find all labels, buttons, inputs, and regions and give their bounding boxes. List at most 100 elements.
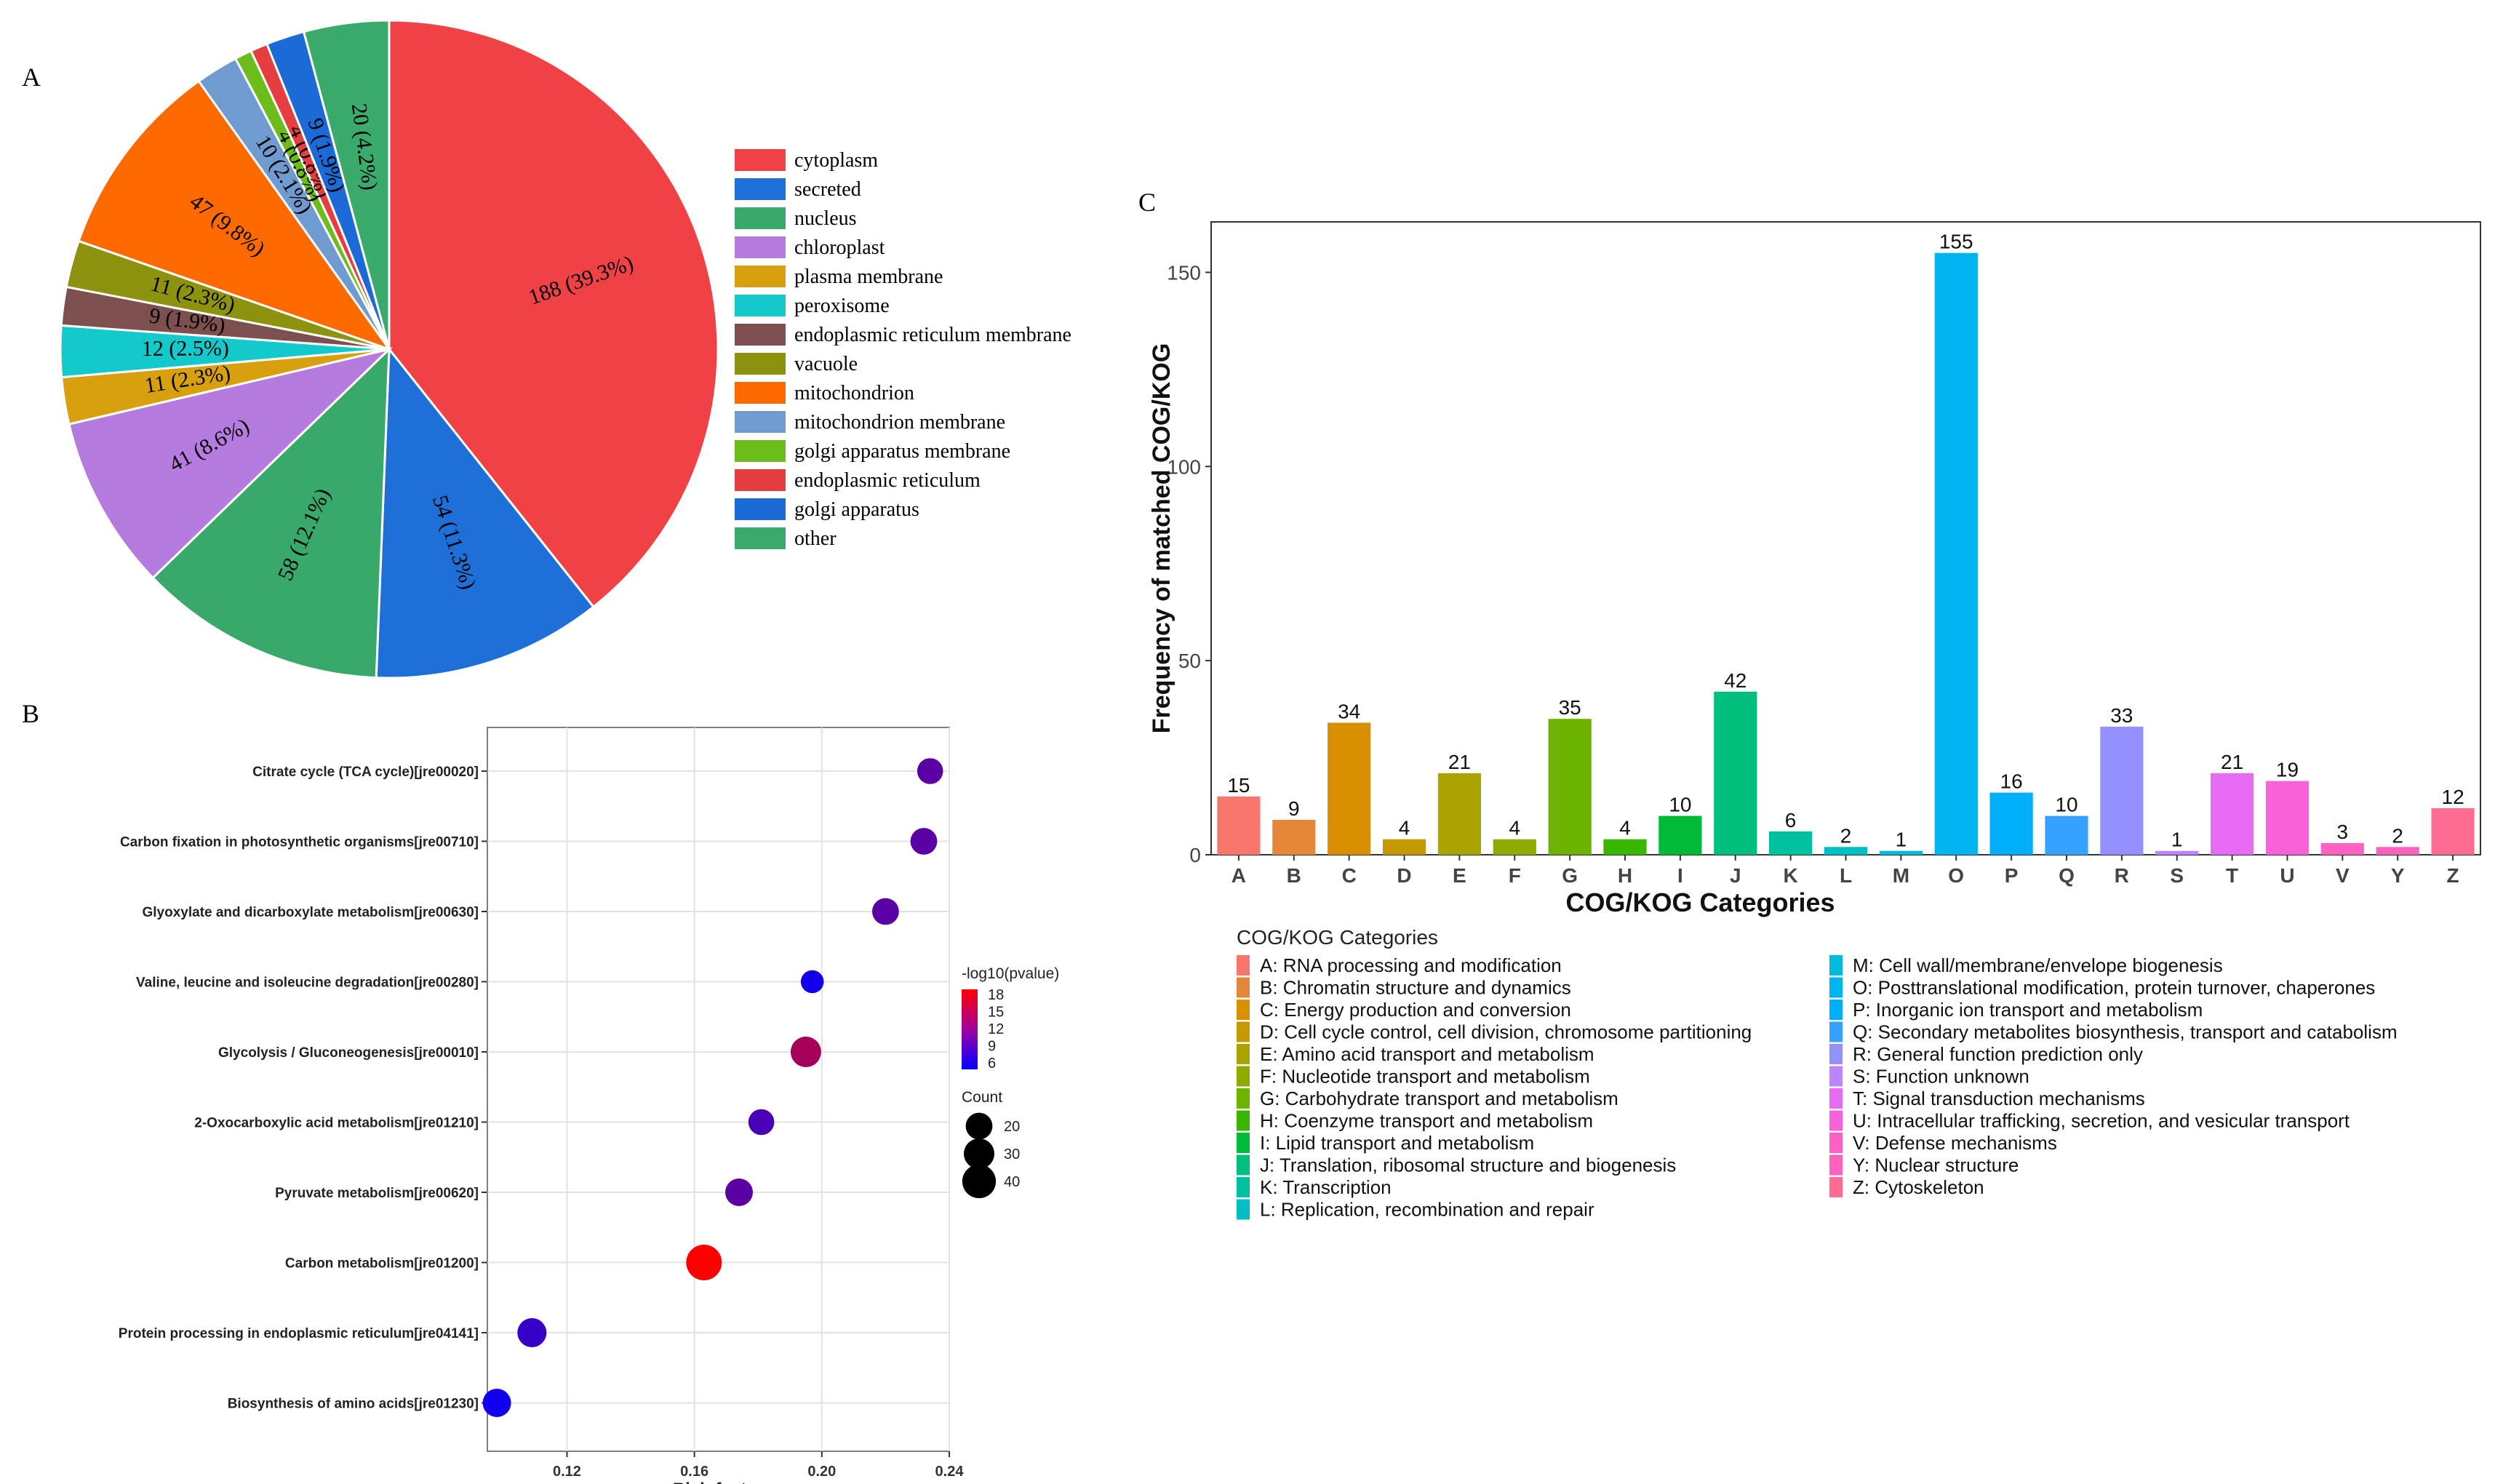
pathway-label: 2-Oxocarboxylic acid metabolism[jre01210… <box>194 1116 479 1131</box>
bar-value-label: 2 <box>1840 824 1852 847</box>
bar-value-label: 155 <box>1939 231 1973 253</box>
cog-legend-label: B: Chromatin structure and dynamics <box>1260 977 1571 999</box>
bar-value-label: 1 <box>2171 829 2183 851</box>
pie-legend-swatch <box>735 236 786 258</box>
bar-value-label: 3 <box>2337 821 2349 843</box>
cog-legend-label: G: Carbohydrate transport and metabolism <box>1260 1088 1618 1109</box>
size-legend-dot <box>965 1112 993 1140</box>
size-legend-title: Count <box>962 1089 1002 1106</box>
dot-x-axis-title: Rich factor <box>673 1480 764 1484</box>
cog-legend-label: R: General function prediction only <box>1853 1043 2143 1065</box>
pie-chart: 188 (39.3%)54 (11.3%)58 (12.1%)41 (8.6%)… <box>59 19 1071 679</box>
bar-value-label: 10 <box>2055 794 2077 816</box>
enrichment-point <box>790 1037 821 1067</box>
bar-x-tick-label: J <box>1730 864 1741 887</box>
color-legend-tick: 12 <box>988 1021 1004 1037</box>
bar-value-label: 42 <box>1724 669 1746 692</box>
cog-legend-swatch <box>1237 1021 1250 1042</box>
bar-value-label: 4 <box>1619 817 1631 839</box>
pie-slice <box>77 79 392 351</box>
cog-bar <box>1658 815 1702 855</box>
color-legend-tick: 6 <box>988 1056 996 1072</box>
cog-legend-label: K: Transcription <box>1260 1176 1392 1198</box>
bar-x-tick-label: L <box>1840 864 1852 887</box>
cog-legend-label: E: Amino acid transport and metabolism <box>1260 1043 1594 1065</box>
bar-y-tick-label: 0 <box>1189 844 1201 866</box>
enrichment-point <box>482 1389 511 1417</box>
size-legend-dot <box>962 1164 997 1199</box>
bar-x-tick-label: T <box>2226 864 2238 887</box>
cog-legend-swatch <box>1237 1199 1250 1220</box>
cog-bar <box>1879 850 1923 855</box>
color-legend-tick: 18 <box>988 987 1004 1003</box>
cog-legend-swatch <box>1829 977 1843 998</box>
pie-slice-label: 12 (2.5%) <box>142 336 229 361</box>
cog-bar <box>1328 722 1371 855</box>
color-legend-bar <box>962 989 978 1069</box>
cog-legend-swatch <box>1237 1044 1250 1064</box>
color-legend-title: -log10(pvalue) <box>962 965 1059 982</box>
cog-legend-swatch <box>1829 1066 1843 1087</box>
cog-bar <box>1824 847 1868 855</box>
cog-legend-label: V: Defense mechanisms <box>1853 1132 2057 1154</box>
bar-x-tick-label: G <box>1562 864 1578 887</box>
enrichment-point <box>872 898 899 925</box>
bar-y-tick-label: 100 <box>1167 455 1201 478</box>
dot-x-tick-label: 0.20 <box>807 1464 836 1480</box>
cog-legend-label: C: Energy production and conversion <box>1260 999 1571 1021</box>
pie-legend-swatch <box>735 469 786 491</box>
cog-legend-swatch <box>1237 955 1250 976</box>
pathway-label: Glyoxylate and dicarboxylate metabolism[… <box>142 905 479 920</box>
pie-slice <box>388 19 719 609</box>
cog-bar <box>2211 773 2254 855</box>
panel-label-c: C <box>1138 188 1156 217</box>
bar-value-label: 9 <box>1288 797 1300 820</box>
cog-bar <box>1603 839 1647 855</box>
pie-legend-label: mitochondrion <box>794 382 914 404</box>
pie-legend-label: plasma membrane <box>794 266 943 288</box>
pie-legend-swatch <box>735 440 786 462</box>
bar-value-label: 15 <box>1227 774 1250 797</box>
cog-bar <box>1493 839 1536 855</box>
pathway-label: Pyruvate metabolism[jre00620] <box>275 1186 479 1201</box>
bar-x-tick-label: B <box>1287 864 1301 887</box>
cog-legend-label: D: Cell cycle control, cell division, ch… <box>1260 1021 1752 1043</box>
pie-legend-swatch <box>735 149 786 171</box>
enrichment-point <box>910 828 938 855</box>
bar-value-label: 6 <box>1785 809 1797 831</box>
pie-legend-swatch <box>735 207 786 229</box>
bar-x-tick-label: S <box>2170 864 2184 887</box>
enrichment-point <box>517 1318 547 1347</box>
pie-legend-swatch <box>735 324 786 346</box>
cog-legend-label: T: Signal transduction mechanisms <box>1853 1088 2145 1109</box>
color-legend-tick: 9 <box>988 1039 996 1055</box>
bar-y-axis-title: Frequency of matched COG/KOG <box>1148 343 1175 734</box>
cog-legend-label: U: Intracellular trafficking, secretion,… <box>1853 1110 2350 1132</box>
pathway-label: Biosynthesis of amino acids[jre01230] <box>228 1397 479 1412</box>
cog-bar <box>2320 843 2364 855</box>
enrichment-point <box>748 1109 775 1136</box>
pathway-label: Citrate cycle (TCA cycle)[jre00020] <box>252 765 479 780</box>
cog-legend-swatch <box>1829 1021 1843 1042</box>
bar-value-label: 12 <box>2442 786 2464 808</box>
pathway-label: Carbon fixation in photosynthetic organi… <box>120 835 479 850</box>
cog-legend-title: COG/KOG Categories <box>1237 926 1438 949</box>
enrichment-dot-chart: 0.12 0.16 0.20 0.24 Citrate cycle (TCA cycle… <box>119 727 1059 1484</box>
cog-legend-swatch <box>1237 1177 1250 1197</box>
cog-bar <box>1217 796 1261 855</box>
bar-value-label: 4 <box>1509 817 1521 839</box>
bar-value-label: 34 <box>1338 701 1360 723</box>
pie-legend-swatch <box>735 178 786 200</box>
pie-slice <box>375 346 595 679</box>
cog-legend-swatch <box>1237 1066 1250 1087</box>
pie-legend-label: golgi apparatus <box>794 498 919 521</box>
pie-legend-label: cytoplasm <box>794 149 878 172</box>
bar-value-label: 21 <box>1448 751 1471 773</box>
cog-bar <box>1272 820 1316 855</box>
cog-legend-swatch <box>1829 1133 1843 1153</box>
cog-legend-swatch <box>1829 1044 1843 1064</box>
cog-legend-swatch <box>1237 1088 1250 1109</box>
bar-value-label: 16 <box>2000 770 2023 793</box>
bar-x-tick-label: E <box>1453 864 1466 887</box>
